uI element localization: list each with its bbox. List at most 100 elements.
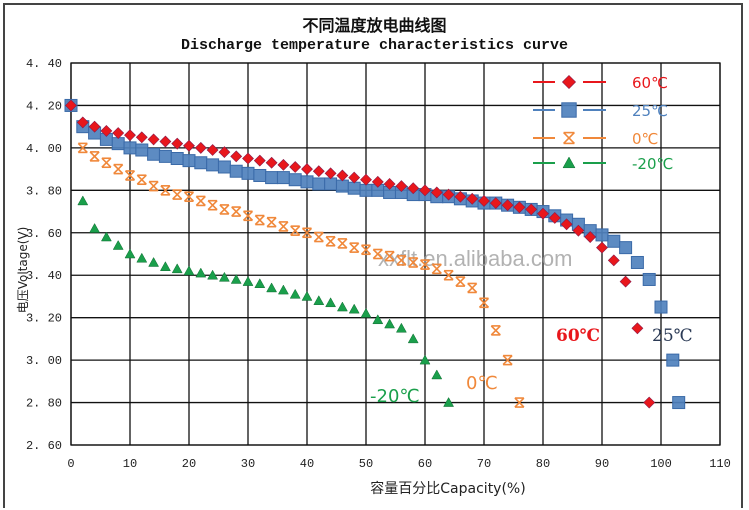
asterisk-marker	[325, 235, 336, 247]
curve-annotation: -20℃	[370, 386, 420, 407]
asterisk-marker	[89, 151, 100, 162]
diamond-marker	[560, 218, 573, 231]
diamond-marker	[501, 199, 514, 212]
triangle-marker	[336, 301, 348, 312]
triangle-marker	[372, 314, 384, 325]
chart-frame	[3, 3, 743, 508]
triangle-marker	[395, 322, 407, 333]
diamond-marker	[596, 241, 608, 254]
diamond-marker	[619, 275, 632, 288]
curve-annotation: 25℃	[652, 326, 693, 346]
diamond-marker	[478, 195, 490, 207]
y-tick-label: 3. 40	[26, 269, 62, 283]
triangle-marker	[148, 256, 160, 267]
curve-annotation: 0℃	[466, 373, 498, 394]
diamond-marker	[100, 124, 113, 137]
square-marker	[288, 173, 302, 187]
square-marker	[123, 141, 137, 155]
triangle-marker	[313, 295, 325, 305]
triangle-marker	[136, 252, 148, 263]
square-marker	[312, 177, 326, 191]
asterisk-marker	[478, 297, 490, 309]
diamond-marker	[454, 190, 467, 203]
asterisk-marker	[396, 255, 407, 266]
square-marker	[335, 179, 349, 193]
square-marker	[135, 143, 149, 157]
diamond-marker	[360, 173, 372, 186]
legend-label: 25℃	[632, 102, 668, 120]
diamond-marker	[265, 156, 278, 169]
triangle-marker	[289, 288, 301, 299]
square-marker	[607, 234, 621, 248]
square-marker	[347, 181, 361, 195]
asterisk-marker	[136, 174, 147, 186]
diamond-marker	[124, 129, 136, 142]
square-marker	[206, 158, 220, 172]
legend-label: 60℃	[632, 74, 668, 92]
diamond-marker	[159, 135, 172, 148]
y-tick-label: 2. 80	[26, 397, 62, 411]
diamond-marker	[135, 131, 148, 144]
diamond-marker	[407, 182, 420, 195]
asterisk-marker	[455, 276, 466, 287]
diamond-marker	[537, 207, 549, 220]
square-marker	[241, 166, 255, 180]
asterisk-marker	[172, 189, 183, 200]
x-tick-label: 30	[241, 457, 255, 471]
triangle-marker	[207, 269, 219, 280]
triangle-marker	[242, 276, 254, 286]
y-tick-label: 3. 80	[26, 184, 62, 198]
diamond-marker	[466, 192, 479, 205]
square-marker	[561, 102, 577, 118]
triangle-marker	[384, 318, 396, 329]
diamond-marker	[442, 188, 455, 201]
asterisk-marker	[443, 269, 454, 281]
asterisk-marker	[313, 231, 324, 243]
asterisk-marker	[101, 157, 112, 169]
asterisk-marker	[254, 214, 265, 226]
asterisk-marker	[183, 191, 195, 202]
diamond-marker	[489, 197, 502, 209]
square-marker	[276, 171, 290, 185]
triangle-marker	[419, 354, 431, 365]
asterisk-marker	[160, 185, 171, 196]
asterisk-marker	[467, 282, 478, 294]
legend-item: 25℃	[533, 102, 668, 120]
x-axis-label: 容量百分比Capacity(%)	[370, 480, 525, 497]
triangle-marker	[171, 263, 183, 274]
y-tick-label: 3. 60	[26, 227, 62, 241]
asterisk-marker	[77, 142, 88, 154]
triangle-marker	[183, 265, 195, 276]
asterisk-marker	[301, 227, 313, 239]
triangle-marker	[195, 267, 207, 278]
x-tick-label: 40	[300, 457, 314, 471]
triangle-marker	[124, 248, 136, 259]
diamond-marker	[643, 396, 656, 409]
square-marker	[265, 171, 279, 185]
asterisk-marker	[502, 354, 513, 366]
square-marker	[359, 183, 373, 197]
x-tick-label: 90	[595, 457, 609, 471]
asterisk-marker	[360, 244, 372, 256]
diamond-marker	[395, 180, 408, 193]
diamond-marker	[147, 133, 160, 146]
diamond-marker	[242, 152, 254, 165]
diamond-marker	[607, 254, 620, 267]
x-tick-label: 50	[359, 457, 373, 471]
square-marker	[630, 255, 644, 269]
triangle-marker	[348, 303, 360, 314]
asterisk-marker	[207, 199, 218, 211]
diamond-marker	[572, 224, 585, 237]
diamond-marker	[312, 165, 325, 178]
square-marker	[158, 149, 172, 163]
asterisk-marker	[349, 242, 360, 253]
square-marker	[147, 147, 161, 161]
diamond-marker	[65, 99, 77, 112]
diamond-marker	[230, 150, 243, 163]
square-marker	[672, 396, 686, 410]
diamond-marker	[88, 120, 101, 133]
triangle-marker	[159, 261, 171, 271]
y-tick-label: 4. 20	[26, 99, 62, 113]
asterisk-marker	[408, 257, 419, 268]
